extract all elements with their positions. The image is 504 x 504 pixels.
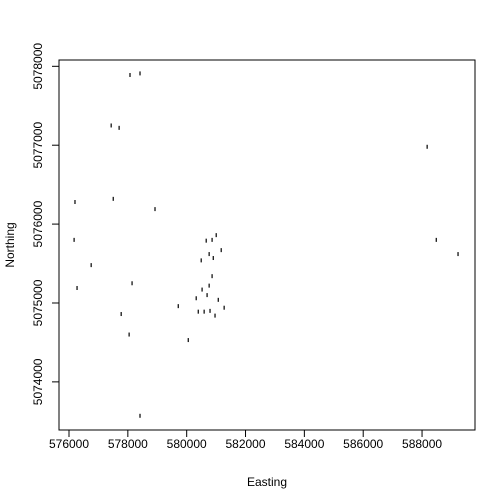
- x-tick-label: 578000: [108, 437, 148, 451]
- point: [187, 338, 189, 343]
- point: [208, 252, 210, 257]
- x-tick-label: 576000: [49, 437, 89, 451]
- point: [128, 332, 130, 337]
- point: [120, 312, 122, 317]
- point: [139, 413, 141, 418]
- point: [154, 207, 156, 212]
- point: [195, 296, 197, 301]
- point: [426, 144, 428, 149]
- point: [203, 309, 205, 314]
- x-tick-label: 580000: [167, 437, 207, 451]
- point: [217, 297, 219, 302]
- plot-box: [58, 59, 476, 431]
- point: [457, 252, 459, 257]
- point: [112, 196, 114, 201]
- point: [73, 237, 75, 242]
- point: [205, 238, 207, 243]
- point: [214, 313, 216, 318]
- x-tick-label: 584000: [284, 437, 324, 451]
- point: [200, 258, 202, 263]
- point: [220, 248, 222, 253]
- y-tick-label: 5075000: [31, 279, 45, 326]
- point: [208, 283, 210, 288]
- point: [201, 287, 203, 292]
- point: [197, 309, 199, 314]
- point: [118, 125, 120, 130]
- point: [211, 237, 213, 242]
- point: [129, 72, 131, 77]
- point: [211, 274, 213, 279]
- y-tick-label: 5077000: [31, 122, 45, 169]
- point: [90, 263, 92, 268]
- point: [215, 233, 217, 238]
- x-tick-label: 582000: [225, 437, 265, 451]
- point: [74, 200, 76, 205]
- y-axis-label: Northing: [3, 222, 17, 267]
- x-axis-label: Easting: [247, 475, 287, 489]
- point: [223, 305, 225, 310]
- point: [435, 237, 437, 242]
- y-tick-label: 5078000: [31, 43, 45, 90]
- x-tick-label: 586000: [343, 437, 383, 451]
- point: [177, 304, 179, 309]
- y-tick-label: 5074000: [31, 358, 45, 405]
- point: [76, 285, 78, 290]
- point: [110, 123, 112, 128]
- point: [131, 281, 133, 286]
- x-tick-label: 588000: [402, 437, 442, 451]
- point: [212, 256, 214, 261]
- point: [139, 71, 141, 76]
- y-tick-label: 5076000: [31, 200, 45, 247]
- point: [206, 293, 208, 298]
- point: [209, 308, 211, 313]
